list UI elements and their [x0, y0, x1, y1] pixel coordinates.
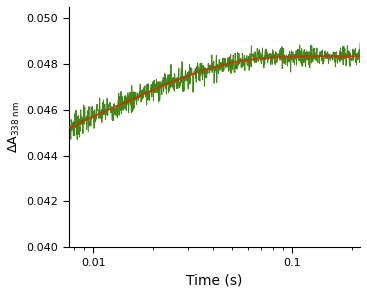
X-axis label: Time (s): Time (s) — [186, 273, 243, 287]
Y-axis label: $\Delta$A$_{\mathregular{338\ nm}}$: $\Delta$A$_{\mathregular{338\ nm}}$ — [7, 101, 22, 153]
